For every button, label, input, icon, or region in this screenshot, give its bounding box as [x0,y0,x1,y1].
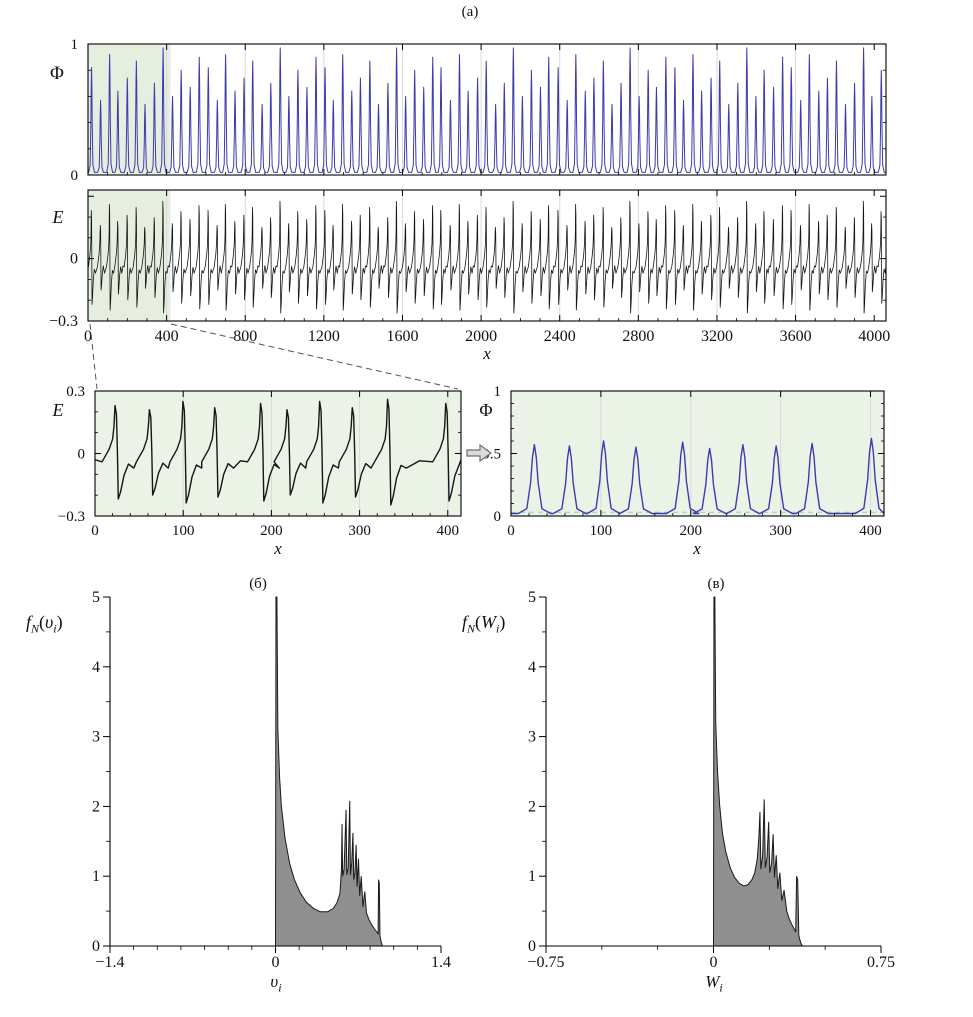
svg-text:E: E [52,207,64,227]
svg-text:2800: 2800 [622,328,654,345]
svg-text:1200: 1200 [308,328,340,345]
svg-text:5: 5 [528,589,536,606]
svg-text:1600: 1600 [386,328,418,345]
svg-text:3: 3 [528,729,536,746]
chart-hist-v: 0 1 2 3 4 5 −1.4 0 1.4 [30,575,470,992]
hist-w-xlabel: Wi [705,972,723,995]
svg-text:x: x [482,344,491,361]
svg-text:2400: 2400 [544,328,576,345]
svg-text:4: 4 [528,659,536,676]
svg-text:3600: 3600 [780,328,812,345]
hist-w-ylabel: fN(Wi) [462,612,506,636]
svg-text:1: 1 [71,37,79,53]
svg-text:1: 1 [528,868,536,885]
svg-text:0: 0 [71,168,79,182]
svg-text:400: 400 [155,328,179,345]
svg-text:3200: 3200 [701,328,733,345]
svg-text:4: 4 [92,659,100,676]
svg-text:0: 0 [70,251,78,268]
hist-v-xlabel: υi [270,972,282,995]
svg-text:Φ: Φ [479,400,492,420]
svg-text:0: 0 [710,954,718,971]
svg-text:−0.3: −0.3 [49,313,78,330]
svg-text:0: 0 [92,938,100,955]
svg-text:100: 100 [590,523,613,539]
svg-text:1: 1 [92,868,100,885]
svg-text:1.4: 1.4 [431,954,451,971]
svg-text:0: 0 [507,523,515,539]
svg-text:x: x [692,539,701,556]
chart-e-full: 0 −0.3 0 400 800 1200 1600 2000 2400 2800 3200 3600… [40,183,920,366]
panel-b-label: (б) [249,576,267,592]
svg-text:0: 0 [78,447,86,463]
chart-phi_full-svg: 0 1Φ [50,37,887,184]
svg-text:0.3: 0.3 [66,384,85,400]
svg-text:−0.75: −0.75 [527,954,564,971]
svg-text:0: 0 [528,938,536,955]
svg-text:0: 0 [84,328,92,345]
panel-a-label: (а) [461,4,479,20]
svg-text:200: 200 [260,523,283,539]
svg-text:2: 2 [92,798,100,815]
chart-e_full-svg: 0 −0.3 0 400 800 1200 1600 2000 2400 2800 3200 3600… [49,189,890,363]
svg-text:200: 200 [680,523,703,539]
chart-hist-w: 0 1 2 3 4 5 −0.75 0 0.75 [466,575,911,992]
svg-text:0.75: 0.75 [867,954,895,971]
svg-text:4000: 4000 [858,328,890,345]
svg-text:E: E [52,400,64,420]
svg-text:300: 300 [769,523,792,539]
svg-text:400: 400 [437,523,460,539]
svg-text:400: 400 [859,523,882,539]
svg-text:800: 800 [233,328,257,345]
svg-text:Φ: Φ [50,63,64,84]
svg-text:−1.4: −1.4 [95,954,124,971]
svg-text:2000: 2000 [465,328,497,345]
svg-text:300: 300 [348,523,371,539]
panel-c-label: (в) [707,576,725,592]
svg-text:0: 0 [494,509,502,525]
svg-text:x: x [273,539,282,556]
chart-e_zoom-svg: 0.3 0 −0.3 0 100 200 300 400 Ex [52,384,462,558]
svg-text:1: 1 [494,384,502,400]
hist-v-ylabel: fN(υi) [26,612,63,636]
svg-text:−0.3: −0.3 [58,509,85,525]
svg-text:3: 3 [92,729,100,746]
svg-text:5: 5 [92,589,100,606]
zoom-arrow-icon [466,442,493,469]
svg-text:2: 2 [528,798,536,815]
svg-text:100: 100 [172,523,195,539]
svg-text:0: 0 [272,954,280,971]
svg-text:0: 0 [91,523,99,539]
